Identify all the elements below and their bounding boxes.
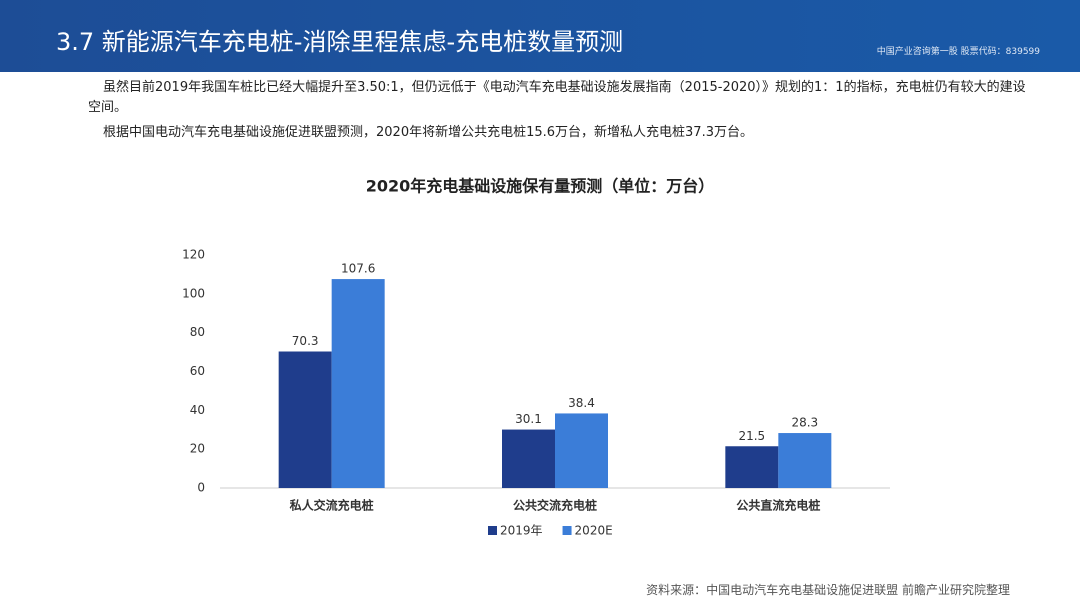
legend-swatch [488,526,497,535]
legend-label: 2020E [575,524,613,538]
data-label: 38.4 [568,396,595,410]
bar [278,351,332,488]
bar [555,413,608,488]
y-tick-label: 60 [190,364,205,378]
source: 资料来源：中国电动汽车充电基础设施促进联盟 前瞻产业研究院整理 [646,583,1010,597]
bar [725,446,779,488]
paragraph: 根据中国电动汽车充电基础设施促进联盟预测，2020年将新增公共充电桩15.6万台… [103,125,753,140]
data-label: 107.6 [341,262,375,276]
y-tick-label: 80 [190,325,205,339]
x-tick-label: 公共直流充电桩 [736,498,820,513]
chart: 2020年充电基础设施保有量预测（单位：万台） 0 20 40 60 80 100 120 私… [182,177,890,538]
logo-caption: 中国产业咨询第一股 股票代码：839599 [876,47,1040,57]
bar [502,429,555,488]
chart-title: 2020年充电基础设施保有量预测（单位：万台） [366,177,715,196]
data-label: 28.3 [791,416,818,430]
y-tick-label: 40 [190,403,205,417]
paragraph: 虽然目前2019年我国车桩比已经大幅提升至3.50:1，但仍远低于《电动汽车充电… [88,80,1026,115]
legend-swatch [562,526,572,535]
x-tick-label: 公共交流充电桩 [513,498,597,513]
y-tick-label: 20 [190,442,205,456]
y-tick-label: 120 [182,248,205,262]
data-label: 21.5 [738,429,765,443]
header-bar: 3.7 新能源汽车充电桩-消除里程焦虑-充电桩数量预测 中国产业咨询第一股 股票… [0,0,1080,72]
bar [778,433,832,488]
y-tick-label: 100 [182,286,205,300]
header-title: 3.7 新能源汽车充电桩-消除里程焦虑-充电桩数量预测 [56,28,624,56]
legend-label: 2019年 [500,524,543,538]
data-label: 30.1 [515,412,542,426]
y-tick-label: 0 [197,481,205,495]
data-label: 70.3 [292,334,319,348]
x-tick-label: 私人交流充电桩 [289,498,374,513]
bar [331,279,385,488]
